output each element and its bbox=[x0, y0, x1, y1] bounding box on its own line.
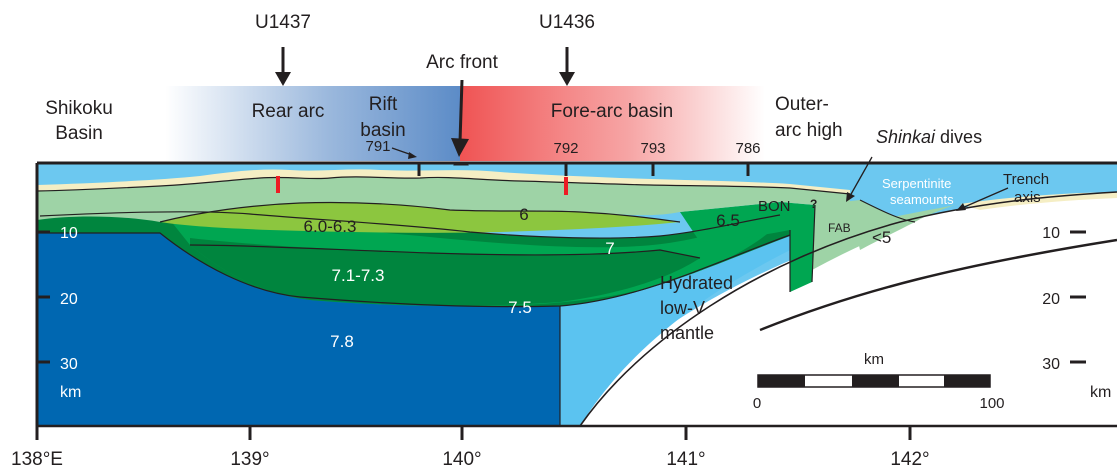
depth-ticks bbox=[37, 230, 1086, 364]
hydrated-mantle-label-1: Hydrated bbox=[660, 273, 733, 293]
site-791-leader bbox=[391, 147, 413, 156]
fore-arc-band bbox=[460, 86, 765, 161]
site-u1436-arrow bbox=[559, 47, 575, 86]
arc-front-arrow bbox=[451, 79, 469, 157]
longitude-140: 140° bbox=[442, 449, 481, 470]
velocity-6-5: 6.5 bbox=[716, 211, 740, 230]
left-depth-10: 10 bbox=[60, 225, 78, 242]
hydrated-mantle bbox=[560, 220, 850, 426]
shinkai-leader-head bbox=[846, 192, 855, 202]
upper-crust bbox=[37, 176, 850, 222]
serpentinite-wedge bbox=[855, 205, 955, 250]
fore-arc-basin-label: Fore-arc basin bbox=[551, 101, 674, 122]
velocity-7: 7 bbox=[605, 239, 614, 258]
site-u1437-arrow bbox=[275, 47, 291, 86]
scale-bar-title: km bbox=[864, 351, 884, 368]
site-792-label: 792 bbox=[553, 140, 578, 157]
scale-bar-min: 0 bbox=[753, 395, 761, 412]
site-u1437-label: U1437 bbox=[255, 12, 311, 33]
site-791-leader-head bbox=[408, 152, 417, 159]
fab-label: FAB bbox=[828, 221, 851, 235]
velocity-7-8: 7.8 bbox=[330, 332, 354, 351]
outer-arc-high-label-2: arc high bbox=[775, 120, 843, 141]
longitude-142: 142° bbox=[890, 449, 929, 470]
shikoku-basin-label-1: Shikoku bbox=[45, 98, 113, 119]
rift-basin-label-1: Rift bbox=[369, 94, 398, 115]
mid-crust-light bbox=[160, 202, 680, 233]
cross-section-body: 6.0-6.3 6 6.5 7 7.1-7.3 7.5 7.8 Hydrated… bbox=[37, 163, 1117, 426]
rift-basin-label-2: basin bbox=[360, 120, 405, 141]
outer-arc-high-label-1b: Outer- bbox=[775, 94, 829, 115]
trench-axis-label-1: Trench bbox=[1003, 171, 1049, 188]
mantle bbox=[37, 233, 560, 426]
left-depth-30: 30 bbox=[60, 356, 78, 373]
slab-moho bbox=[759, 238, 1117, 332]
left-depth-unit: km bbox=[60, 384, 81, 401]
less-than-5-label: <5 bbox=[872, 228, 891, 247]
site-u1436-label: U1436 bbox=[539, 12, 595, 33]
bon-label: BON bbox=[758, 198, 791, 215]
sediment-cover bbox=[37, 169, 850, 194]
shinkai-leader bbox=[849, 156, 873, 197]
question-mark: ? bbox=[810, 197, 817, 211]
site-791-label: 791 bbox=[365, 138, 390, 155]
shinkai-dives-label: Shinkai dives bbox=[876, 127, 982, 147]
scale-bar-max: 100 bbox=[979, 395, 1004, 412]
right-depth-20: 20 bbox=[1042, 291, 1060, 308]
site-786-label: 786 bbox=[735, 140, 760, 157]
longitude-141: 141° bbox=[666, 449, 705, 470]
layer-boundaries bbox=[37, 176, 916, 426]
trench-axis-label-2: axis bbox=[1014, 189, 1041, 206]
right-depth-30: 30 bbox=[1042, 356, 1060, 373]
left-depth-20: 20 bbox=[60, 291, 78, 308]
site-793-label: 793 bbox=[640, 140, 665, 157]
u1437-drill-marker bbox=[276, 176, 280, 193]
hydrated-mantle-label-2: low-V bbox=[660, 298, 705, 318]
longitude-139: 139° bbox=[230, 449, 269, 470]
velocity-6-0-6-3: 6.0-6.3 bbox=[304, 217, 357, 236]
longitude-ticks bbox=[35, 426, 912, 440]
trench-leader bbox=[961, 187, 1009, 209]
velocity-7-5: 7.5 bbox=[508, 298, 532, 317]
serpentinite-label-2: seamounts bbox=[890, 192, 954, 207]
rear-arc-band bbox=[165, 86, 460, 161]
arc-front-label: Arc front bbox=[426, 52, 499, 73]
serpentinite-label-1: Serpentinite bbox=[882, 176, 951, 191]
right-depth-unit: km bbox=[1090, 384, 1111, 401]
hydrated-mantle-label-3: mantle bbox=[660, 323, 714, 343]
velocity-6: 6 bbox=[519, 205, 528, 224]
outer-crust bbox=[680, 202, 815, 292]
subducting-plate bbox=[560, 192, 1117, 426]
trench-leader-head bbox=[956, 203, 966, 211]
scale-bar bbox=[757, 374, 991, 388]
trench-sediment bbox=[960, 192, 1117, 210]
rear-arc-label: Rear arc bbox=[252, 101, 325, 122]
right-depth-10: 10 bbox=[1042, 225, 1060, 242]
velocity-7-1-7-3: 7.1-7.3 bbox=[332, 266, 385, 285]
shikoku-basin-label-2: Basin bbox=[55, 123, 103, 144]
longitude-138: 138°E bbox=[11, 449, 63, 470]
slab-top bbox=[579, 191, 1117, 426]
u1436-drill-marker bbox=[564, 177, 568, 195]
